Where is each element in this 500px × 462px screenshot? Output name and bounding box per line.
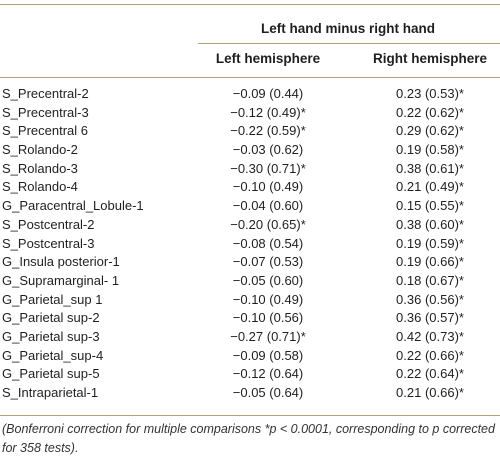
right-hemisphere-cell: 0.19 (0.59)* bbox=[396, 235, 464, 251]
region-cell: G_Insula posterior-1 bbox=[2, 254, 120, 270]
region-cell: S_Precentral-2 bbox=[2, 86, 89, 101]
table-row: G_Parietal_sup-4 −0.09 (0.58) 0.22 (0.66)* bbox=[0, 347, 500, 366]
region-cell: S_Intraparietal-1 bbox=[2, 385, 99, 400]
left-hemisphere-cell: −0.12 (0.49)* bbox=[230, 104, 306, 120]
region-cell: S_Precentral 6 bbox=[2, 123, 88, 139]
left-hemisphere-cell: −0.08 (0.54) bbox=[232, 235, 304, 251]
table-body: S_Precentral-2 −0.09 (0.44) 0.23 (0.53)* S_… bbox=[0, 85, 500, 403]
right-hemisphere-cell: 0.38 (0.61)* bbox=[396, 160, 464, 176]
region-cell: G_Parietal sup-2 bbox=[2, 310, 100, 326]
top-rule bbox=[0, 4, 500, 5]
table-row: G_Parietal_sup 1 −0.10 (0.49) 0.36 (0.56)* bbox=[0, 291, 500, 310]
right-hemisphere-cell: 0.22 (0.62)* bbox=[396, 104, 464, 120]
left-hemisphere-cell: −0.12 (0.64) bbox=[232, 366, 304, 382]
table-row: G_Parietal sup-3 −0.27 (0.71)* 0.42 (0.73)… bbox=[0, 328, 500, 347]
region-cell: G_Supramarginal- 1 bbox=[2, 272, 120, 288]
left-hemisphere-cell: −0.03 (0.62) bbox=[232, 142, 304, 158]
region-cell: S_Rolando-3 bbox=[2, 160, 78, 176]
right-hemisphere-cell: 0.42 (0.73)* bbox=[396, 328, 464, 344]
region-cell: G_Parietal_sup-4 bbox=[2, 347, 104, 363]
left-hemisphere-cell: −0.04 (0.60) bbox=[232, 198, 304, 214]
region-cell: G_Parietal sup-5 bbox=[2, 366, 100, 382]
region-cell: S_Postcentral-2 bbox=[2, 216, 95, 232]
table-row: S_Rolando-2 −0.03 (0.62) 0.19 (0.58)* bbox=[0, 141, 500, 160]
table-footnote: (Bonferroni correction for multiple comp… bbox=[2, 422, 495, 455]
right-hemisphere-cell: 0.18 (0.67)* bbox=[396, 272, 464, 288]
table-row: S_Precentral-3 −0.12 (0.49)* 0.22 (0.62)* bbox=[0, 104, 500, 123]
left-hemisphere-cell: −0.05 (0.64) bbox=[232, 385, 304, 400]
right-hemisphere-cell: 0.15 (0.55)* bbox=[396, 198, 464, 214]
column-header-left-hemisphere: Left hemisphere bbox=[215, 51, 321, 66]
left-hemisphere-cell: −0.27 (0.71)* bbox=[230, 328, 306, 344]
right-hemisphere-cell: 0.36 (0.56)* bbox=[396, 291, 464, 307]
left-hemisphere-cell: −0.10 (0.56) bbox=[232, 310, 304, 326]
left-hemisphere-cell: −0.10 (0.49) bbox=[232, 291, 304, 307]
table-row: G_Insula posterior-1 −0.07 (0.53) 0.19 (0.… bbox=[0, 253, 500, 272]
table-row: S_Rolando-3 −0.30 (0.71)* 0.38 (0.61)* bbox=[0, 160, 500, 179]
right-hemisphere-cell: 0.21 (0.49)* bbox=[396, 179, 464, 195]
table-row: G_Supramarginal- 1 −0.05 (0.60) 0.18 (0.67… bbox=[0, 272, 500, 291]
right-hemisphere-cell: 0.19 (0.66)* bbox=[396, 254, 464, 270]
region-cell: G_Paracentral_Lobule-1 bbox=[2, 198, 144, 214]
table-row: S_Postcentral-3 −0.08 (0.54) 0.19 (0.59)* bbox=[0, 235, 500, 254]
right-hemisphere-cell: 0.36 (0.57)* bbox=[396, 310, 464, 326]
region-cell: G_Parietal_sup 1 bbox=[2, 291, 103, 307]
left-hemisphere-cell: −0.09 (0.44) bbox=[232, 86, 304, 101]
table-row: S_Postcentral-2 −0.20 (0.65)* 0.38 (0.60)* bbox=[0, 216, 500, 235]
right-hemisphere-cell: 0.21 (0.66)* bbox=[396, 385, 464, 400]
table-row: G_Paracentral_Lobule-1 −0.04 (0.60) 0.15 (… bbox=[0, 197, 500, 216]
table-row: G_Parietal sup-2 −0.10 (0.56) 0.36 (0.57)* bbox=[0, 309, 500, 328]
left-hemisphere-cell: −0.20 (0.65)* bbox=[230, 216, 306, 232]
right-hemisphere-cell: 0.23 (0.53)* bbox=[396, 86, 464, 101]
right-hemisphere-cell: 0.29 (0.62)* bbox=[396, 123, 464, 139]
table-row: S_Intraparietal-1 −0.05 (0.64) 0.21 (0.66)… bbox=[0, 384, 500, 403]
left-hemisphere-cell: −0.10 (0.49) bbox=[232, 179, 304, 195]
table-row: S_Precentral-2 −0.09 (0.44) 0.23 (0.53)* bbox=[0, 85, 500, 104]
table-row: S_Precentral 6 −0.22 (0.59)* 0.29 (0.62)* bbox=[0, 122, 500, 141]
right-hemisphere-cell: 0.22 (0.64)* bbox=[396, 366, 464, 382]
group-header: Left hand minus right hand bbox=[261, 21, 435, 36]
region-cell: S_Rolando-4 bbox=[2, 179, 78, 195]
left-hemisphere-cell: −0.07 (0.53) bbox=[232, 254, 304, 270]
group-header-rule bbox=[198, 43, 500, 44]
left-hemisphere-cell: −0.30 (0.71)* bbox=[230, 160, 306, 176]
region-cell: S_Precentral-3 bbox=[2, 104, 89, 120]
column-header-right-hemisphere: Right hemisphere bbox=[372, 51, 488, 66]
region-cell: S_Rolando-2 bbox=[2, 142, 78, 158]
right-hemisphere-cell: 0.38 (0.60)* bbox=[396, 216, 464, 232]
right-hemisphere-cell: 0.19 (0.58)* bbox=[396, 142, 464, 158]
table-row: S_Rolando-4 −0.10 (0.49) 0.21 (0.49)* bbox=[0, 178, 500, 197]
header-rule bbox=[0, 77, 500, 78]
table-row: G_Parietal sup-5 −0.12 (0.64) 0.22 (0.64)* bbox=[0, 365, 500, 384]
left-hemisphere-cell: −0.22 (0.59)* bbox=[230, 123, 306, 139]
left-hemisphere-cell: −0.09 (0.58) bbox=[232, 347, 304, 363]
region-cell: S_Postcentral-3 bbox=[2, 235, 95, 251]
region-cell: G_Parietal sup-3 bbox=[2, 328, 100, 344]
right-hemisphere-cell: 0.22 (0.66)* bbox=[396, 347, 464, 363]
left-hemisphere-cell: −0.05 (0.60) bbox=[232, 272, 304, 288]
bottom-rule bbox=[0, 415, 500, 416]
